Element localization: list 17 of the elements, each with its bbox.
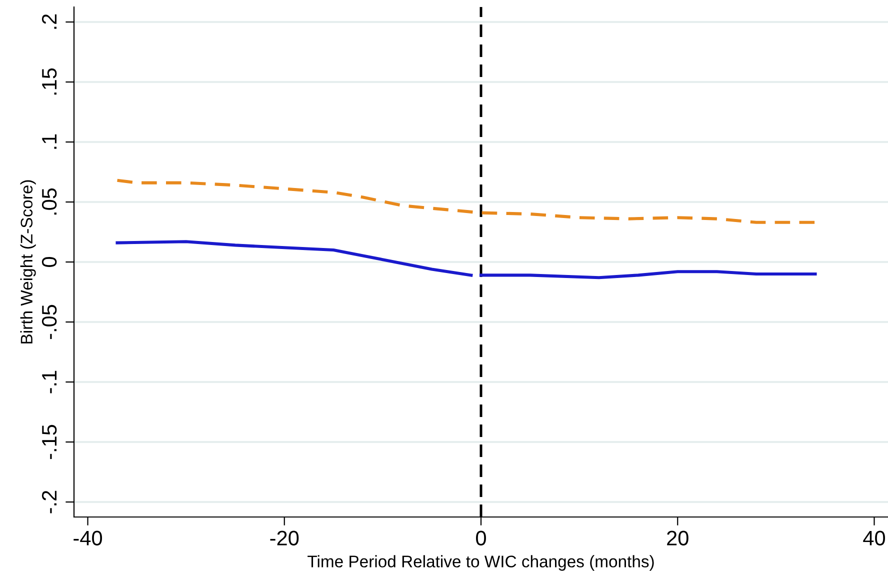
x-tick-label: 20 <box>667 530 688 546</box>
y-tick-label: -.2 <box>42 490 56 514</box>
y-tick-label: .15 <box>42 68 57 95</box>
x-tick-label: -40 <box>74 530 102 546</box>
y-tick-label: 0 <box>42 257 57 267</box>
y-tick-label: -.05 <box>42 304 57 340</box>
y-tick-label: -.15 <box>42 424 57 460</box>
x-axis-title: Time Period Relative to WIC changes (months) <box>308 555 654 571</box>
x-tick-label: 40 <box>863 530 886 546</box>
x-tick-label: -20 <box>270 530 299 546</box>
x-tick-label: 0 <box>476 530 486 546</box>
line-series <box>116 178 817 224</box>
y-axis-title: Birth Weight (Z-Score) <box>20 180 36 344</box>
y-tick-label: .2 <box>42 14 56 29</box>
y-tick-label: .05 <box>42 188 57 215</box>
y-tick-label: -.1 <box>42 370 56 394</box>
y-tick-label: .1 <box>42 134 56 149</box>
